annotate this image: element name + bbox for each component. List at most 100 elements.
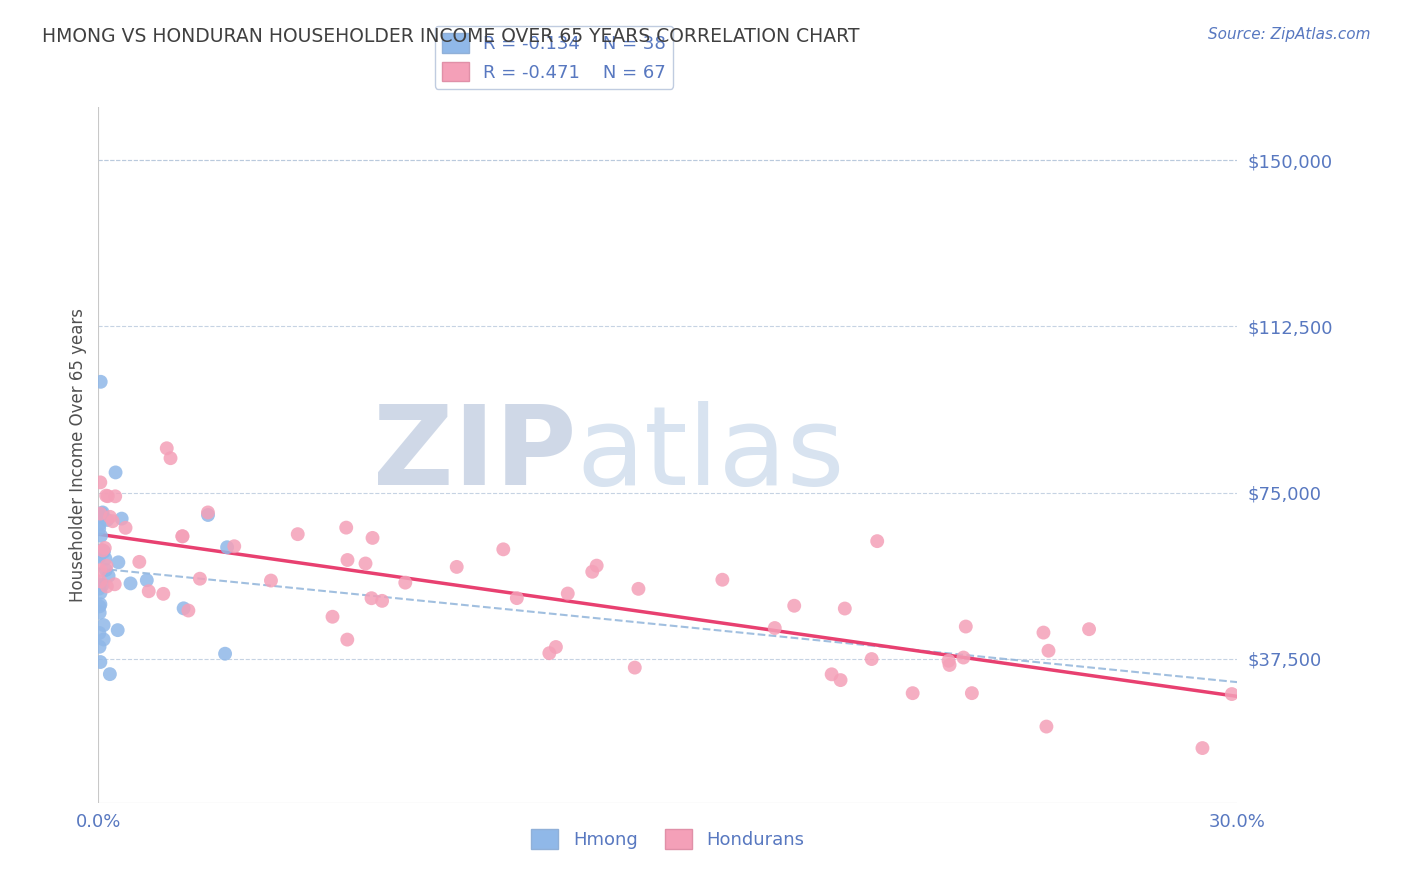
Text: HMONG VS HONDURAN HOUSEHOLDER INCOME OVER 65 YEARS CORRELATION CHART: HMONG VS HONDURAN HOUSEHOLDER INCOME OVE… [42,27,859,45]
Point [506,591,529,606]
Legend: Hmong, Hondurans: Hmong, Hondurans [524,822,811,856]
Point [763,621,786,635]
Point [866,534,889,549]
Text: ZIP: ZIP [374,401,576,508]
Point [89,586,111,600]
Point [1220,687,1243,701]
Point [361,531,384,545]
Point [188,572,211,586]
Point [783,599,806,613]
Point [89,655,111,669]
Point [394,575,416,590]
Point [101,514,124,528]
Point [91,543,114,558]
Point [93,544,115,558]
Point [1191,741,1213,756]
Point [89,582,111,596]
Point [104,466,127,480]
Point [830,673,852,687]
Point [172,529,194,543]
Point [111,511,134,525]
Point [335,521,357,535]
Point [1035,720,1057,734]
Point [321,609,343,624]
Point [97,569,120,583]
Point [492,542,515,557]
Point [159,451,181,466]
Point [336,632,359,647]
Point [98,509,121,524]
Point [89,606,111,620]
Point [89,599,111,614]
Point [107,555,129,569]
Point [89,475,111,490]
Point [821,667,844,681]
Point [544,640,567,654]
Point [197,505,219,519]
Point [955,619,977,633]
Point [89,507,111,521]
Point [834,601,856,615]
Point [90,543,112,558]
Point [89,549,111,564]
Point [152,587,174,601]
Point [94,563,117,577]
Point [89,517,111,532]
Point [711,573,734,587]
Point [104,489,127,503]
Point [938,657,960,672]
Text: atlas: atlas [576,401,845,508]
Point [627,582,650,596]
Point [89,574,111,589]
Point [860,652,883,666]
Point [94,551,117,566]
Point [581,565,603,579]
Point [89,597,111,611]
Point [104,577,127,591]
Point [354,557,377,571]
Point [91,505,114,519]
Point [96,489,118,503]
Point [173,601,195,615]
Point [96,558,118,573]
Point [89,640,111,654]
Point [1078,622,1101,636]
Text: Source: ZipAtlas.com: Source: ZipAtlas.com [1208,27,1371,42]
Point [98,667,121,681]
Point [96,513,118,527]
Point [156,442,179,456]
Point [138,584,160,599]
Point [89,509,111,524]
Point [90,375,112,389]
Point [214,647,236,661]
Point [901,686,924,700]
Point [623,660,645,674]
Point [1032,625,1054,640]
Point [89,563,111,577]
Point [93,544,115,558]
Point [91,578,114,592]
Point [177,603,200,617]
Point [217,541,239,555]
Point [89,626,111,640]
Point [336,553,359,567]
Point [260,574,283,588]
Point [94,541,117,555]
Point [172,529,194,543]
Point [89,522,111,536]
Point [197,508,219,522]
Y-axis label: Householder Income Over 65 years: Householder Income Over 65 years [69,308,87,602]
Point [1038,644,1060,658]
Point [952,650,974,665]
Point [135,573,157,587]
Point [97,489,120,503]
Point [287,527,309,541]
Point [585,558,607,573]
Point [360,591,382,606]
Point [120,576,142,591]
Point [114,521,136,535]
Point [128,555,150,569]
Point [90,529,112,543]
Point [960,686,983,700]
Point [557,586,579,600]
